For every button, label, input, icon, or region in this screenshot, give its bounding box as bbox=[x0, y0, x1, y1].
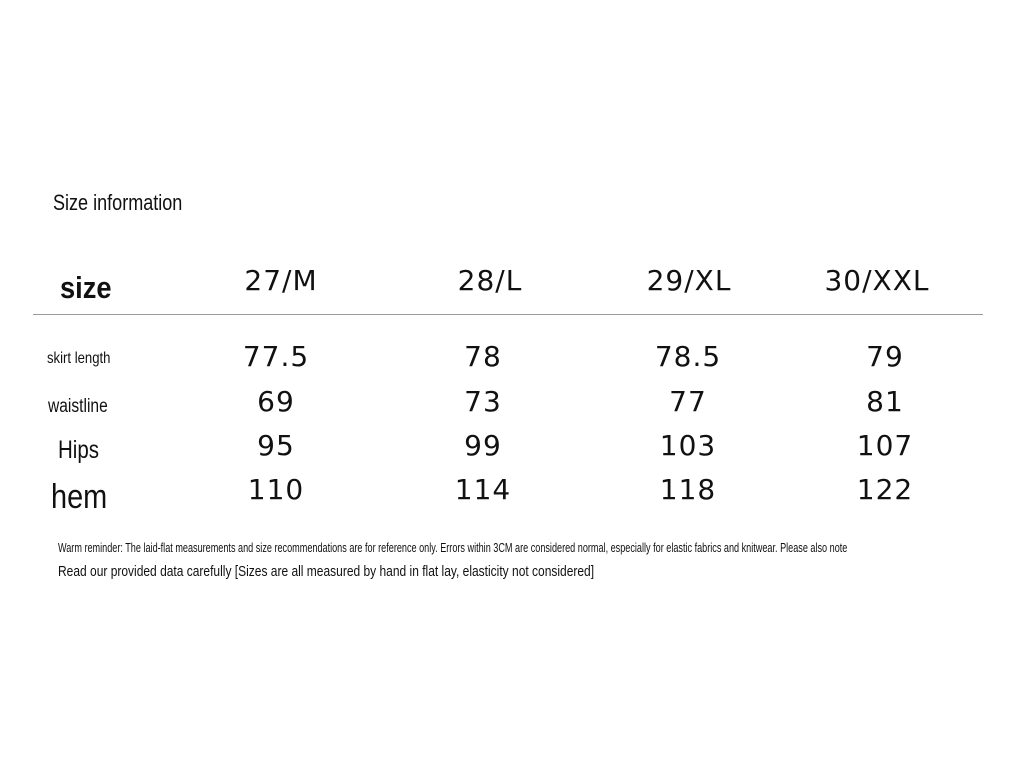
cell-hips-28l: 99 bbox=[464, 429, 502, 462]
cell-hem-30xxl: 122 bbox=[856, 473, 914, 506]
row-label-hips: Hips bbox=[58, 436, 100, 464]
header-size-30xxl: 30/XXL bbox=[824, 264, 930, 297]
cell-skirt-length-30xxl: 79 bbox=[866, 340, 904, 373]
cell-hips-30xxl: 107 bbox=[856, 429, 914, 462]
cell-skirt-length-28l: 78 bbox=[464, 340, 502, 373]
cell-skirt-length-29xl: 78.5 bbox=[654, 340, 722, 373]
header-size-29xl: 29/XL bbox=[646, 264, 732, 297]
warm-reminder-note: Warm reminder: The laid-flat measurement… bbox=[58, 540, 848, 555]
cell-hem-27m: 110 bbox=[247, 473, 305, 506]
row-label-skirt-length: skirt length bbox=[47, 350, 111, 367]
page-title: Size information bbox=[53, 190, 183, 215]
cell-hips-29xl: 103 bbox=[659, 429, 717, 462]
cell-waistline-27m: 69 bbox=[257, 385, 295, 418]
cell-hips-27m: 95 bbox=[257, 429, 295, 462]
cell-waistline-30xxl: 81 bbox=[866, 385, 904, 418]
header-divider bbox=[33, 314, 983, 315]
row-label-waistline: waistline bbox=[48, 396, 108, 417]
header-size-27m: 27/M bbox=[244, 264, 318, 297]
row-label-hem: hem bbox=[51, 478, 108, 516]
header-size-28l: 28/L bbox=[457, 264, 523, 297]
measurement-note: Read our provided data carefully [Sizes … bbox=[58, 563, 595, 580]
cell-waistline-28l: 73 bbox=[464, 385, 502, 418]
cell-hem-29xl: 118 bbox=[659, 473, 717, 506]
cell-hem-28l: 114 bbox=[454, 473, 512, 506]
size-column-label: size bbox=[60, 270, 112, 305]
cell-waistline-29xl: 77 bbox=[669, 385, 707, 418]
cell-skirt-length-27m: 77.5 bbox=[242, 340, 310, 373]
